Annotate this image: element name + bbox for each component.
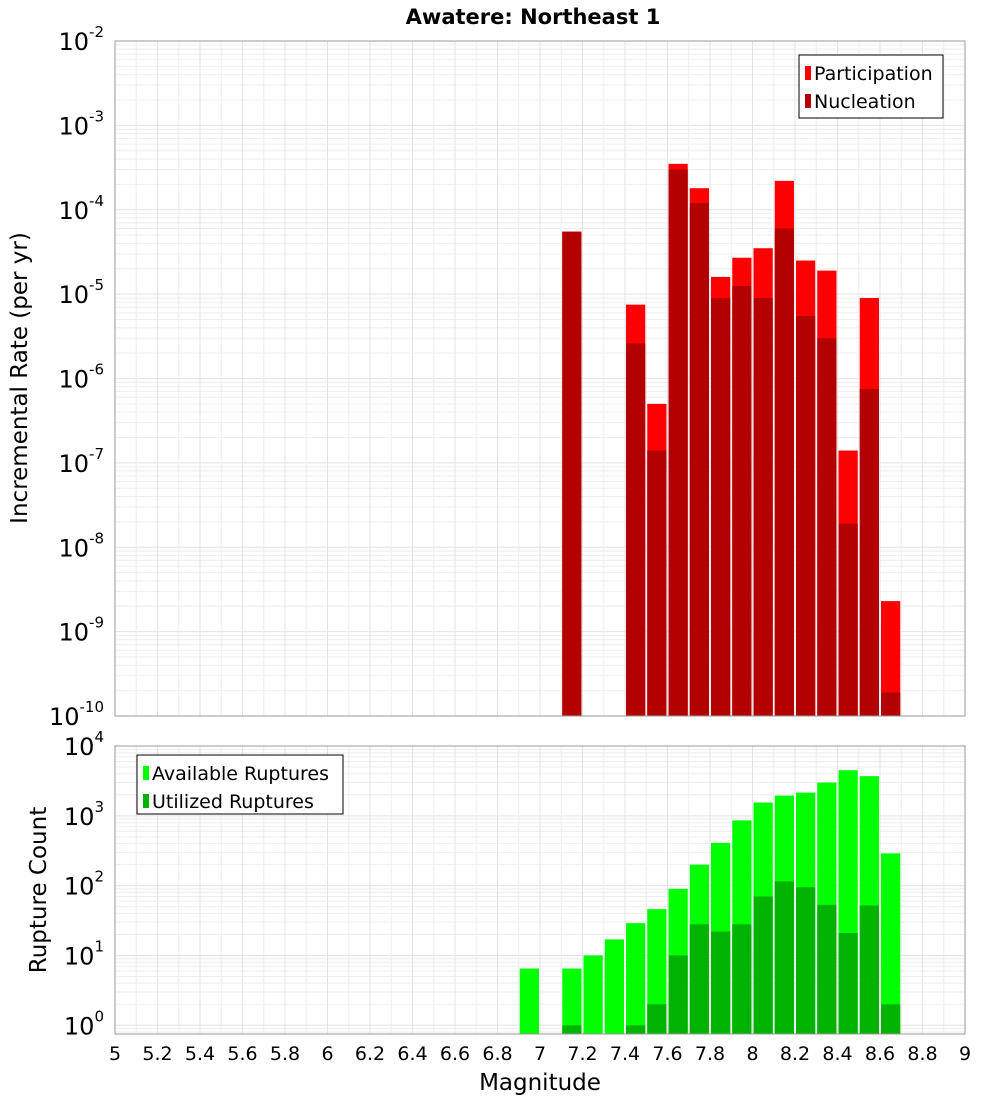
y-tick-label: 10-5 [58,276,104,309]
x-tick-label: 8.4 [822,1043,852,1065]
bar [668,955,688,1034]
legend-label: Participation [814,63,933,85]
bar [626,1025,646,1034]
y-tick-labels: 100 101 102 103 104 [64,728,104,1040]
bar [859,389,879,716]
bar [881,853,901,1034]
y-tick-label: 10-8 [58,529,104,562]
bar [796,887,816,1034]
bar [774,228,794,716]
x-tick-label: 9 [959,1043,971,1065]
bar [753,297,773,716]
bar [732,924,752,1034]
legend-box [798,54,944,119]
bar [881,692,901,716]
bar [689,924,709,1034]
magnitude-axis-label: Magnitude [479,1070,601,1096]
bar [881,601,901,716]
bar [796,316,816,716]
series-utilized-ruptures [562,881,901,1034]
bar [626,343,646,716]
bar [753,896,773,1034]
legend: Available Ruptures Utilized Ruptures [136,754,344,815]
x-tick-label: 7 [534,1043,546,1065]
x-tick-label: 6.8 [482,1043,512,1065]
bar [817,338,837,716]
bar [732,285,752,716]
y-tick-label: 10-4 [58,192,104,225]
plot-frame [114,40,966,717]
legend-label: Available Ruptures [152,763,329,785]
bar [711,297,731,716]
x-tick-label: 5.6 [227,1043,257,1065]
bar [859,905,879,1034]
count-axis-label: Rupture Count [26,807,52,973]
bar [774,881,794,1034]
x-tick-label: 5.8 [270,1043,300,1065]
bar [647,909,667,1034]
bar [604,939,624,1034]
rate-axis-label: Incremental Rate (per yr) [7,232,33,524]
y-tick-label: 100 [64,1007,104,1040]
y-tick-label: 101 [64,937,104,970]
bar [881,1004,901,1034]
x-tick-label: 8.8 [907,1043,937,1065]
grid-lines [114,41,966,717]
y-tick-label: 10-3 [58,107,104,140]
x-tick-label: 8 [746,1043,758,1065]
y-tick-label: 10-6 [58,361,104,394]
bar [562,1025,582,1034]
rate-panel: 10-10 10-9 10-8 10-7 10-6 10-5 10-4 10-3 10-2 Par… [49,23,966,731]
x-tick-label: 7.8 [695,1043,725,1065]
x-tick-label: 7.4 [610,1043,640,1065]
x-tick-label: 8.6 [865,1043,895,1065]
y-tick-label: 102 [64,868,104,901]
legend-swatch [805,94,811,108]
bar [668,169,688,716]
y-tick-label: 10-7 [58,445,104,478]
x-tick-label: 5.4 [185,1043,215,1065]
x-tick-label: 5.2 [142,1043,172,1065]
bar [626,923,646,1034]
bar [711,931,731,1034]
y-tick-label: 10-9 [58,614,104,647]
y-tick-label: 10-10 [49,698,104,731]
x-tick-label: 5 [109,1043,121,1065]
plot-frame [114,745,966,1035]
legend-swatch [143,794,149,808]
legend-swatch [143,766,149,780]
series-nucleation [562,169,901,716]
bar [647,450,667,716]
x-tick-label: 7.6 [652,1043,682,1065]
bar [838,523,858,716]
bar [562,231,582,716]
legend-label: Utilized Ruptures [152,791,314,813]
legend-label: Nucleation [814,91,916,113]
x-tick-label: 6 [321,1043,333,1065]
x-tick-label: 6.4 [397,1043,427,1065]
bar [689,203,709,716]
x-tick-label: 7.2 [567,1043,597,1065]
legend: Participation Nucleation [798,54,944,119]
x-tick-labels: 5 5.2 5.4 5.6 5.8 6 6.2 6.4 6.6 6.8 7 7.2 7.4 7.6 7.8 8… [109,1043,971,1065]
x-tick-label: 6.6 [440,1043,470,1065]
y-tick-label: 10-2 [58,23,104,56]
y-tick-label: 104 [64,728,104,761]
bar [583,955,603,1034]
bar [647,1004,667,1034]
x-tick-label: 8.2 [780,1043,810,1065]
bar [838,932,858,1034]
legend-swatch [805,66,811,80]
legend-box [136,754,344,815]
rupture-count-panel: 100 101 102 103 104 5 5.2 5.4 5.6 5.8 6 6.2 6.4 6.6 6.… [64,728,971,1065]
y-tick-labels: 10-10 10-9 10-8 10-7 10-6 10-5 10-4 10-3 10-2 [49,23,104,731]
y-tick-label: 103 [64,798,104,831]
x-tick-label: 6.2 [355,1043,385,1065]
bar [519,968,539,1034]
bar [817,904,837,1034]
bar [562,968,582,1034]
chart-title: Awatere: Northeast 1 [406,5,661,29]
